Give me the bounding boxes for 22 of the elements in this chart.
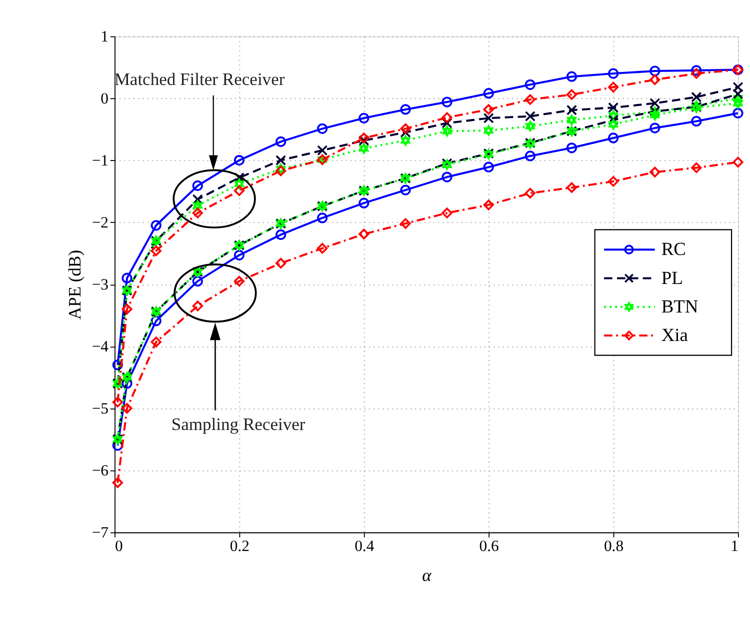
annotation: Sampling Receiver: [171, 414, 306, 434]
y-tick-label: −2: [92, 214, 109, 232]
x-axis-title: α: [422, 564, 432, 585]
y-tick-label: −5: [92, 400, 109, 418]
legend-label: RC: [661, 239, 686, 260]
y-axis-title: APE (dB): [64, 250, 85, 320]
y-tick-label: 1: [100, 28, 109, 46]
x-tick-label: 0.8: [604, 538, 624, 556]
legend-label: Xia: [661, 325, 688, 346]
x-tick-label: 0.6: [479, 538, 500, 556]
y-tick-label: −3: [92, 276, 109, 294]
y-tick-label: 0: [100, 90, 109, 108]
x-tick-label: 0.4: [354, 538, 374, 556]
x-tick-label: 0: [114, 538, 123, 556]
legend-label: BTN: [661, 296, 698, 316]
x-tick-label: 0.2: [230, 538, 250, 556]
y-tick-label: −1: [92, 152, 109, 170]
y-tick-label: −4: [92, 338, 109, 356]
y-tick-label: −7: [92, 524, 109, 542]
y-tick-label: −6: [92, 462, 109, 480]
legend-label: PL: [661, 268, 683, 288]
x-tick-label: 1: [730, 538, 738, 556]
